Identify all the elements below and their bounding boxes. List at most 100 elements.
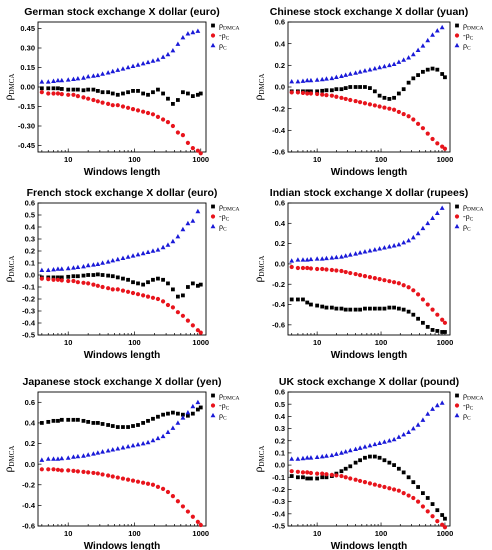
data-point — [81, 469, 86, 474]
data-point — [411, 495, 416, 501]
data-point — [357, 445, 363, 450]
data-point — [415, 47, 421, 52]
series — [289, 66, 447, 101]
data-point — [396, 91, 401, 96]
data-point — [110, 91, 115, 96]
plot-frame — [37, 202, 207, 336]
data-point — [105, 70, 111, 75]
data-point — [161, 412, 165, 417]
data-point — [51, 467, 56, 472]
legend-marker — [454, 42, 460, 48]
data-point — [415, 422, 421, 427]
data-point — [135, 292, 141, 297]
data-point — [66, 92, 71, 97]
y-tick-label: -0.6 — [272, 148, 285, 157]
data-point — [372, 247, 378, 252]
data-point — [95, 89, 100, 93]
data-point — [300, 90, 306, 96]
data-point — [300, 265, 306, 271]
data-point — [347, 252, 353, 257]
data-point — [51, 275, 56, 280]
legend-label: ρC — [463, 41, 471, 52]
data-point — [160, 486, 166, 491]
data-point — [59, 468, 64, 473]
data-point — [425, 509, 430, 514]
data-point — [125, 477, 131, 482]
y-tick-label: 0.4 — [25, 223, 36, 232]
data-point — [334, 473, 339, 478]
chart-title: UK stock exchange X dollar (pound) — [279, 376, 459, 388]
data-point — [110, 274, 115, 279]
legend-marker — [455, 204, 459, 209]
data-point — [86, 281, 91, 286]
data-point — [295, 297, 300, 302]
y-tick-label: -0.5 — [22, 331, 35, 340]
data-point — [406, 237, 412, 243]
data-point — [348, 464, 353, 469]
data-point — [171, 410, 175, 415]
series — [289, 24, 445, 84]
data-point — [329, 472, 334, 477]
series — [289, 297, 447, 334]
data-point — [75, 87, 80, 92]
data-point — [198, 282, 203, 287]
data-point — [320, 266, 325, 272]
y-tick-label: 0.5 — [25, 211, 35, 220]
y-tick-label: 0.4 — [275, 219, 286, 228]
data-point — [304, 77, 310, 83]
data-point — [150, 295, 156, 300]
data-point — [175, 130, 180, 135]
y-tick-label: 0.6 — [275, 18, 285, 27]
legend-marker — [210, 403, 216, 408]
data-point — [421, 320, 425, 325]
data-point — [190, 411, 195, 416]
series — [39, 467, 203, 528]
y-tick-label: -0.4 — [272, 509, 286, 518]
data-point — [100, 71, 105, 76]
data-point — [430, 406, 435, 411]
data-point — [121, 425, 125, 429]
data-point — [324, 267, 329, 272]
data-point — [391, 61, 397, 67]
data-point — [185, 318, 191, 323]
data-point — [363, 85, 367, 89]
data-point — [175, 294, 180, 299]
data-point — [195, 328, 200, 333]
data-point — [150, 58, 156, 63]
data-point — [425, 302, 430, 307]
data-point — [353, 307, 358, 312]
data-point — [130, 63, 136, 68]
data-point — [195, 407, 200, 412]
data-point — [181, 412, 185, 417]
data-point — [165, 489, 171, 495]
series — [289, 90, 448, 151]
data-point — [151, 416, 155, 421]
legend-label: -ρC — [463, 401, 474, 412]
data-point — [329, 267, 334, 273]
y-tick-label: 0.1 — [25, 259, 35, 268]
data-point — [439, 400, 445, 405]
y-tick-label: -0.6 — [272, 320, 285, 329]
data-point — [141, 109, 146, 114]
data-point — [324, 93, 329, 98]
data-point — [309, 89, 313, 94]
data-point — [443, 330, 447, 334]
data-point — [71, 87, 76, 92]
data-point — [181, 90, 185, 95]
data-point — [156, 87, 160, 92]
data-point — [406, 475, 411, 480]
data-point — [51, 267, 56, 272]
data-point — [198, 330, 203, 335]
data-point — [410, 51, 416, 57]
data-point — [315, 89, 320, 94]
data-point — [401, 57, 407, 62]
legend-label: -ρC — [463, 212, 474, 223]
data-point — [180, 504, 186, 509]
y-tick-label: 0.0 — [275, 260, 285, 269]
data-point — [430, 215, 435, 221]
data-point — [135, 62, 141, 67]
data-point — [180, 313, 186, 318]
data-point — [81, 418, 86, 423]
data-point — [320, 475, 325, 480]
data-point — [430, 514, 435, 519]
